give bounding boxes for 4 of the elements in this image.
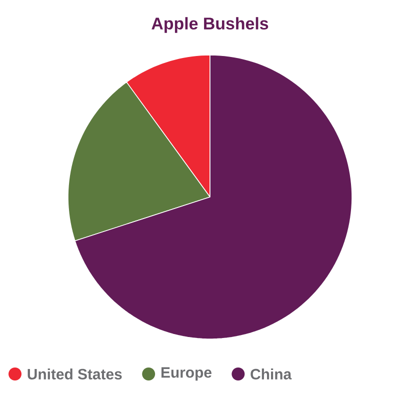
legend-label: United States <box>28 368 122 380</box>
chart-title: Apple Bushels <box>152 17 268 33</box>
legend-label: Europe <box>161 367 212 381</box>
legend-label: China <box>250 368 292 380</box>
